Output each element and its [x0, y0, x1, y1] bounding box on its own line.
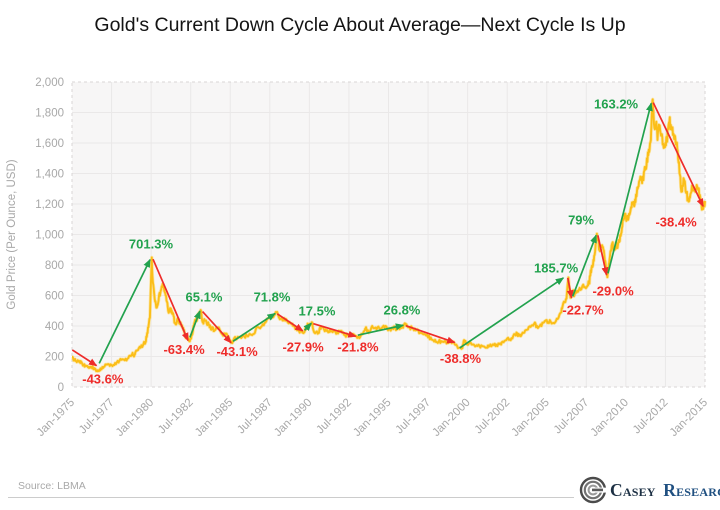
x-tick-label: Jan-2015: [668, 397, 710, 439]
cycle-arrow-down: [313, 322, 357, 338]
x-tick-label: Jul-1992: [314, 397, 354, 437]
cycle-arrow-up: [571, 234, 597, 297]
source-label: Source: LBMA: [18, 480, 86, 492]
cycle-arrow-down: [566, 277, 574, 299]
casey-research-logo: Casey Research: [579, 476, 720, 504]
x-tick-label: Jul-2002: [473, 397, 513, 437]
cycle-label: 65.1%: [186, 290, 223, 305]
cycle-arrow-down: [201, 310, 232, 344]
y-tick-label: 1,600: [35, 138, 64, 150]
y-tick-label: 800: [45, 260, 64, 272]
cycle-label: 71.8%: [254, 290, 291, 305]
y-tick-label: 600: [45, 291, 64, 303]
cycle-arrow-up: [459, 277, 565, 349]
cycle-label: -29.0%: [592, 283, 634, 298]
y-tick-label: 0: [58, 382, 64, 394]
cycle-label: -38.8%: [440, 351, 482, 366]
footer-divider: [8, 497, 574, 498]
x-tick-label: Jan-2005: [509, 397, 551, 439]
x-tick-label: Jul-1987: [235, 397, 275, 437]
logo-text-research: Research: [663, 480, 720, 500]
cycle-arrow-up: [232, 312, 276, 342]
cycle-label: 26.8%: [384, 302, 421, 317]
cycle-arrow-down: [405, 324, 456, 344]
y-tick-label: 1,000: [35, 230, 64, 242]
cycle-arrow-up: [98, 258, 151, 364]
x-tick-label: Jan-1995: [351, 397, 393, 439]
cycle-arrow-down: [597, 235, 609, 276]
y-tick-label: 1,200: [35, 199, 64, 211]
chart-title: Gold's Current Down Cycle About Average—…: [94, 14, 626, 36]
cycle-label: 163.2%: [594, 96, 639, 111]
x-tick-label: Jul-2012: [631, 397, 671, 437]
cycle-arrow-up: [189, 310, 201, 338]
cycle-label: 185.7%: [534, 261, 579, 276]
cycle-label: 17.5%: [299, 304, 336, 319]
cycle-arrow-up: [303, 322, 312, 332]
x-tick-label: Jul-1997: [393, 397, 433, 437]
cycle-arrow-down: [276, 313, 304, 332]
cycle-label: -21.8%: [337, 340, 379, 355]
y-tick-label: 2,000: [35, 77, 64, 89]
y-axis-title: Gold Price (Per Ounce, USD): [6, 159, 18, 309]
x-tick-label: Jan-1985: [193, 397, 235, 439]
cycle-label: -22.7%: [562, 302, 604, 317]
y-tick-label: 1,800: [35, 108, 64, 120]
cycle-label: 79%: [568, 213, 594, 228]
cycle-label: -63.4%: [163, 342, 205, 357]
cycle-label: -43.6%: [82, 372, 124, 387]
x-tick-label: Jan-2010: [589, 397, 631, 439]
x-tick-label: Jul-1977: [77, 397, 117, 437]
cycle-label: -38.4%: [655, 214, 697, 229]
x-tick-label: Jan-1990: [272, 397, 314, 439]
cycle-label: -27.9%: [282, 340, 324, 355]
x-tick-label: Jan-1975: [35, 397, 77, 439]
plot-border: [71, 81, 706, 388]
cycle-label: -43.1%: [216, 344, 258, 359]
logo-text-casey: Casey: [610, 480, 656, 500]
cycle-arrow-up: [357, 323, 405, 336]
x-tick-label: Jul-2007: [552, 397, 592, 437]
x-tick-label: Jan-1980: [114, 397, 156, 439]
y-tick-label: 200: [45, 352, 64, 364]
y-tick-label: 400: [45, 321, 64, 333]
x-tick-label: Jan-2000: [430, 397, 472, 439]
cycle-arrow-down: [152, 258, 189, 342]
cycle-arrow-up: [607, 102, 653, 274]
x-tick-label: Jul-1982: [156, 397, 196, 437]
cycle-label: 701.3%: [129, 236, 174, 251]
y-tick-label: 1,400: [35, 169, 64, 181]
casey-logo-icon: [579, 476, 607, 504]
cycle-arrow-down: [652, 102, 704, 208]
cycle-arrow-down: [71, 349, 98, 367]
